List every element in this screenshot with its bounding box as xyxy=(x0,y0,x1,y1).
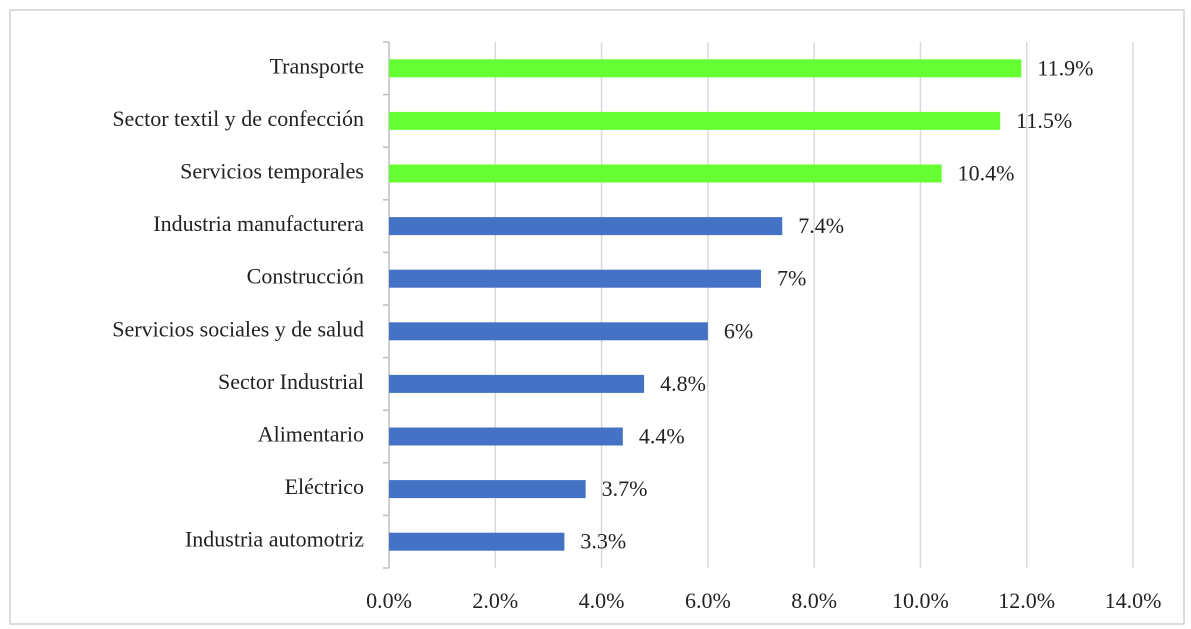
value-label: 4.8% xyxy=(660,371,706,396)
value-label: 11.5% xyxy=(1016,108,1072,133)
y-tick-label: Servicios temporales xyxy=(180,159,364,184)
x-tick-label: 4.0% xyxy=(579,588,625,613)
y-tick-label: Industria automotriz xyxy=(185,527,364,552)
y-tick-label: Sector Industrial xyxy=(218,369,364,394)
bar xyxy=(389,59,1022,78)
bar xyxy=(389,269,761,288)
value-label: 7% xyxy=(777,266,806,291)
chart-border xyxy=(9,9,1185,625)
x-tick-label: 0.0% xyxy=(366,588,412,613)
y-tick-label: Construcción xyxy=(247,264,364,289)
value-label: 3.7% xyxy=(602,476,648,501)
bar xyxy=(389,217,783,236)
bar xyxy=(389,532,565,551)
value-label: 10.4% xyxy=(958,161,1015,186)
x-tick-label: 2.0% xyxy=(472,588,518,613)
value-label: 7.4% xyxy=(798,213,844,238)
x-tick-label: 6.0% xyxy=(685,588,731,613)
bar xyxy=(389,480,586,499)
value-label: 6% xyxy=(724,318,753,343)
y-tick-label: Sector textil y de confección xyxy=(112,106,364,131)
x-tick-label: 12.0% xyxy=(998,588,1055,613)
y-tick-label: Alimentario xyxy=(258,422,364,447)
value-label: 3.3% xyxy=(580,529,626,554)
bar xyxy=(389,427,623,446)
y-tick-label: Eléctrico xyxy=(285,474,364,499)
y-tick-label: Servicios sociales y de salud xyxy=(112,316,364,341)
y-tick-label: Industria manufacturera xyxy=(153,211,364,236)
x-tick-label: 14.0% xyxy=(1105,588,1162,613)
bar xyxy=(389,374,645,393)
x-tick-label: 10.0% xyxy=(892,588,949,613)
bar xyxy=(389,322,708,341)
value-label: 11.9% xyxy=(1037,55,1093,80)
x-tick-label: 8.0% xyxy=(791,588,837,613)
y-tick-label: Transporte xyxy=(269,53,364,78)
bar xyxy=(389,111,1001,130)
value-label: 4.4% xyxy=(639,424,685,449)
bar xyxy=(389,164,942,183)
